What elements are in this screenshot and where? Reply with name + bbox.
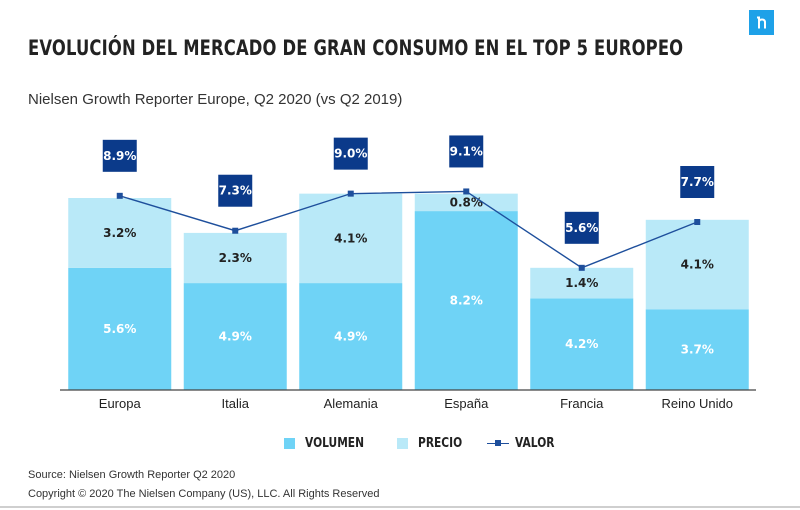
legend-swatch-valor	[487, 438, 509, 449]
x-tick-label-1: Italia	[222, 396, 250, 411]
legend-item-volumen: VOLUMEN	[284, 433, 377, 453]
x-tick-label-3: España	[444, 396, 489, 411]
bar-volumen-5	[645, 309, 749, 390]
bar-precio-1	[183, 232, 287, 284]
data-label-precio-1: 2.3%	[219, 251, 252, 265]
valor-label-box-2	[333, 137, 368, 170]
legend-swatch-volumen	[284, 437, 295, 449]
data-label-volumen-5: 3.7%	[681, 343, 714, 357]
data-label-precio-0: 3.2%	[103, 226, 136, 240]
valor-label-box-1	[218, 174, 253, 207]
bar-precio-3	[414, 193, 518, 212]
valor-label-box-3	[449, 135, 484, 168]
data-label-volumen-2: 4.9%	[334, 330, 367, 344]
x-tick-label-5: Reino Unido	[661, 396, 733, 411]
bar-volumen-4	[530, 298, 634, 390]
bar-precio-5	[645, 219, 749, 310]
valor-label-box-0	[102, 139, 137, 172]
valor-point-1	[232, 227, 239, 234]
legend-swatch-precio	[397, 437, 408, 449]
x-tick-label-4: Francia	[560, 396, 604, 411]
data-label-precio-5: 4.1%	[681, 258, 714, 272]
legend: VOLUMEN PRECIO VALOR	[0, 433, 800, 453]
bar-precio-2	[299, 193, 403, 284]
data-label-valor-3: 9.1%	[450, 144, 483, 158]
stacked-bar-chart: 5.6% 3.2% Europa 4.9% 2.3% Italia 4.9% 4.1% Alem…	[60, 135, 756, 411]
bar-volumen-2	[299, 283, 403, 390]
data-label-volumen-0: 5.6%	[103, 322, 136, 336]
data-label-valor-0: 8.9%	[103, 149, 136, 163]
legend-item-valor: VALOR	[487, 433, 563, 453]
data-label-valor-1: 7.3%	[219, 184, 252, 198]
bar-precio-0	[68, 198, 172, 268]
data-label-volumen-1: 4.9%	[219, 330, 252, 344]
data-label-precio-4: 1.4%	[565, 276, 598, 290]
bar-volumen-1	[183, 283, 287, 390]
valor-point-0	[116, 192, 123, 199]
valor-line	[119, 190, 698, 269]
data-label-precio-2: 4.1%	[334, 231, 367, 245]
x-tick-label-2: Alemania	[324, 396, 379, 411]
data-label-valor-2: 9.0%	[334, 147, 367, 161]
data-label-volumen-3: 8.2%	[450, 294, 483, 308]
valor-point-5	[694, 219, 701, 225]
valor-point-4	[578, 264, 585, 271]
chart-subtitle: Nielsen Growth Reporter Europe, Q2 2020 …	[28, 91, 403, 108]
legend-item-precio: PRECIO	[397, 433, 472, 453]
legend-label-precio: PRECIO	[418, 435, 463, 451]
valor-point-3	[463, 188, 470, 195]
legend-label-volumen: VOLUMEN	[305, 435, 365, 451]
bar-volumen-0	[68, 267, 172, 390]
valor-point-2	[347, 190, 354, 197]
nielsen-n-logo-icon	[749, 10, 774, 35]
source-note: Source: Nielsen Growth Reporter Q2 2020	[28, 469, 236, 481]
copyright-note: Copyright © 2020 The Nielsen Company (US…	[28, 488, 380, 500]
data-label-volumen-4: 4.2%	[565, 337, 598, 351]
valor-label-box-4	[564, 211, 599, 244]
x-tick-label-0: Europa	[99, 396, 142, 411]
data-label-precio-3: 0.8%	[450, 195, 483, 209]
legend-label-valor: VALOR	[515, 435, 555, 451]
data-label-valor-4: 5.6%	[565, 221, 598, 235]
data-label-valor-5: 7.7%	[681, 175, 714, 189]
bar-precio-4	[530, 267, 634, 299]
chart-title: EVOLUCIÓN DEL MERCADO DE GRAN CONSUMO EN…	[28, 36, 684, 60]
bottom-divider	[0, 506, 800, 508]
valor-label-box-5	[680, 166, 715, 198]
bar-volumen-3	[414, 211, 518, 390]
